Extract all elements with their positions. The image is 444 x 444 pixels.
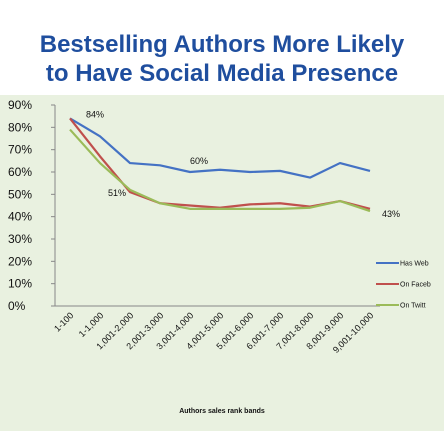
y-tick-label: 60% bbox=[8, 165, 32, 179]
legend-label: Has Web bbox=[400, 261, 429, 268]
y-tick-label: 90% bbox=[8, 98, 32, 112]
y-tick-label: 40% bbox=[8, 210, 32, 224]
y-tick-label: 80% bbox=[8, 120, 32, 134]
data-label: 84% bbox=[86, 109, 104, 119]
chart-area: 0% 10% 20% 30% 40% 50% 60% 70% 80% 90% 1-100 1-1,00… bbox=[0, 95, 444, 431]
y-tick-label: 50% bbox=[8, 187, 32, 201]
y-tick-label: 20% bbox=[8, 254, 32, 268]
x-tick-label: 1-100 bbox=[52, 310, 75, 333]
x-tick-label: 1-1,000 bbox=[77, 310, 106, 339]
y-tick-label: 0% bbox=[8, 299, 26, 313]
legend-label: On Faceb bbox=[400, 282, 431, 289]
chart-title-line2: to Have Social Media Presence bbox=[45, 60, 399, 87]
x-axis-label: Authors sales rank bands bbox=[179, 408, 265, 415]
chart-title-line1: Bestselling Authors More Likely bbox=[39, 31, 405, 58]
series-line bbox=[69, 117, 371, 179]
y-tick-label: 30% bbox=[8, 232, 32, 246]
data-label: 60% bbox=[190, 156, 208, 166]
data-label: 51% bbox=[108, 188, 126, 198]
y-tick-label: 10% bbox=[8, 277, 32, 291]
data-label: 43% bbox=[382, 209, 400, 219]
line-chart: 0% 10% 20% 30% 40% 50% 60% 70% 80% 90% 1-100 1-1,00… bbox=[8, 98, 431, 415]
y-tick-label: 70% bbox=[8, 143, 32, 157]
chart-title: Bestselling Authors More Likely to Have … bbox=[0, 30, 444, 88]
legend-label: On Twitt bbox=[400, 303, 426, 310]
